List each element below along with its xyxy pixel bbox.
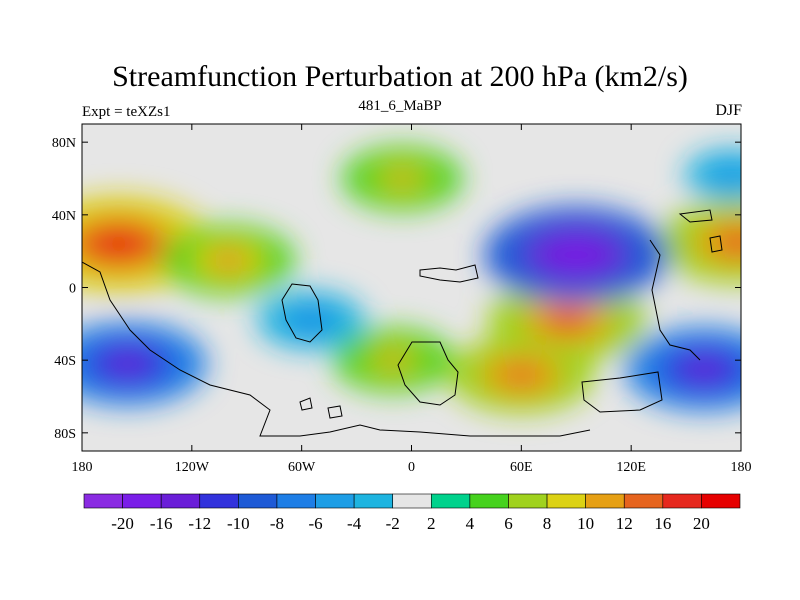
colorbar-swatch [238, 493, 278, 509]
x-tick-label: 60W [288, 460, 316, 475]
chart-title: Streamfunction Perturbation at 200 hPa (… [112, 60, 688, 93]
colorbar-label: 6 [504, 514, 513, 533]
colorbar-label: 8 [543, 514, 552, 533]
y-tick-label: 40N [52, 209, 76, 224]
colorbar-swatch [430, 493, 471, 509]
y-tick-label: 80S [54, 427, 76, 442]
colorbar-swatch [701, 493, 741, 509]
feature-blob [95, 231, 142, 256]
colorbar-swatch [199, 493, 239, 509]
feature-blob [211, 251, 246, 270]
feature-blob [693, 219, 741, 265]
colorbar-label: -8 [270, 514, 284, 533]
colorbar-swatch [508, 493, 548, 509]
colorbar-swatch [585, 493, 625, 509]
colorbar-label: 16 [654, 514, 671, 533]
feature-blob [107, 353, 148, 375]
coastline [82, 209, 723, 437]
colorbar-label: 2 [427, 514, 436, 533]
colorbar-swatch [160, 493, 201, 509]
colorbar-swatch [122, 493, 162, 509]
feature-blob [553, 242, 600, 267]
colorbar-swatch [83, 493, 123, 509]
colorbar-label: 4 [466, 514, 475, 533]
colorbar-label: 20 [693, 514, 710, 533]
feature-blob [378, 352, 409, 369]
colorbar-swatch [315, 493, 355, 509]
subtitle-left: Expt = teXZs1 [82, 104, 171, 120]
colorbar-swatch [276, 493, 316, 509]
subtitle-right: DJF [715, 102, 742, 119]
y-tick-label: 80N [52, 136, 76, 151]
y-tick-label: 0 [69, 282, 76, 297]
colorbar-label: -12 [188, 514, 211, 533]
x-tick-label: 0 [408, 460, 415, 475]
feature-blob [717, 231, 741, 253]
feature-blob [547, 309, 587, 331]
x-tick-label: 180 [72, 460, 93, 475]
colorbar-swatch [662, 493, 702, 509]
subtitle-center: 481_6_MaBP [358, 98, 442, 114]
feature-blob [503, 365, 540, 385]
colorbar-label: -2 [386, 514, 400, 533]
colorbar-swatch [353, 493, 394, 509]
colorbar-label: -16 [150, 514, 173, 533]
x-tick-label: 180 [731, 460, 752, 475]
colorbar-label: -20 [111, 514, 134, 533]
colorbar-label: -10 [227, 514, 250, 533]
y-tick-label: 40S [54, 354, 76, 369]
feature-blob [720, 168, 741, 182]
colorbar-label: -6 [308, 514, 322, 533]
colorbar-swatch [623, 493, 664, 509]
x-tick-label: 60E [510, 460, 533, 475]
feature-blob [684, 358, 725, 380]
x-tick-label: 120E [616, 460, 646, 475]
colorbar-swatch [392, 493, 432, 509]
colorbar-label: 12 [616, 514, 633, 533]
feature-blob [297, 313, 325, 328]
feature-blob [387, 170, 418, 187]
colorbar-label: -4 [347, 514, 362, 533]
plot-area [82, 124, 741, 451]
colorbar-label: 10 [577, 514, 594, 533]
colorbar-swatch [546, 493, 586, 509]
colorbar-swatch [469, 493, 509, 509]
x-tick-label: 120W [175, 460, 210, 475]
